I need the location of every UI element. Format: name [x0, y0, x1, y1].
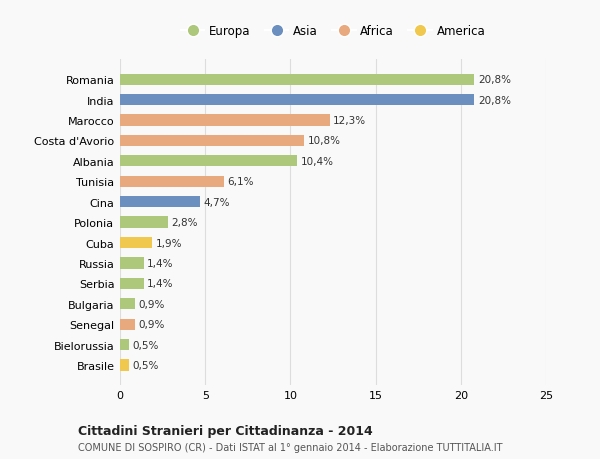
Text: 0,9%: 0,9%: [139, 299, 165, 309]
Text: 1,4%: 1,4%: [147, 279, 174, 289]
Text: 6,1%: 6,1%: [227, 177, 254, 187]
Text: COMUNE DI SOSPIRO (CR) - Dati ISTAT al 1° gennaio 2014 - Elaborazione TUTTITALIA: COMUNE DI SOSPIRO (CR) - Dati ISTAT al 1…: [78, 442, 503, 452]
Bar: [120, 74, 475, 86]
Bar: [120, 95, 475, 106]
Bar: [120, 115, 329, 126]
Legend: Europa, Asia, Africa, America: Europa, Asia, Africa, America: [176, 20, 490, 42]
Bar: [120, 258, 144, 269]
Text: Cittadini Stranieri per Cittadinanza - 2014: Cittadini Stranieri per Cittadinanza - 2…: [78, 425, 373, 437]
Text: 20,8%: 20,8%: [478, 95, 511, 106]
Bar: [120, 217, 168, 228]
Text: 0,9%: 0,9%: [139, 319, 165, 330]
Bar: [120, 176, 224, 187]
Bar: [120, 156, 297, 167]
Text: 20,8%: 20,8%: [478, 75, 511, 85]
Text: 10,8%: 10,8%: [307, 136, 340, 146]
Text: 4,7%: 4,7%: [203, 197, 230, 207]
Bar: [120, 359, 128, 371]
Bar: [120, 237, 152, 249]
Bar: [120, 319, 136, 330]
Bar: [120, 196, 200, 208]
Text: 2,8%: 2,8%: [171, 218, 197, 228]
Text: 1,9%: 1,9%: [156, 238, 182, 248]
Bar: [120, 278, 144, 289]
Text: 0,5%: 0,5%: [132, 360, 158, 370]
Text: 1,4%: 1,4%: [147, 258, 174, 269]
Text: 12,3%: 12,3%: [333, 116, 366, 126]
Text: 0,5%: 0,5%: [132, 340, 158, 350]
Text: 10,4%: 10,4%: [301, 157, 334, 167]
Bar: [120, 135, 304, 147]
Bar: [120, 339, 128, 350]
Bar: [120, 298, 136, 310]
